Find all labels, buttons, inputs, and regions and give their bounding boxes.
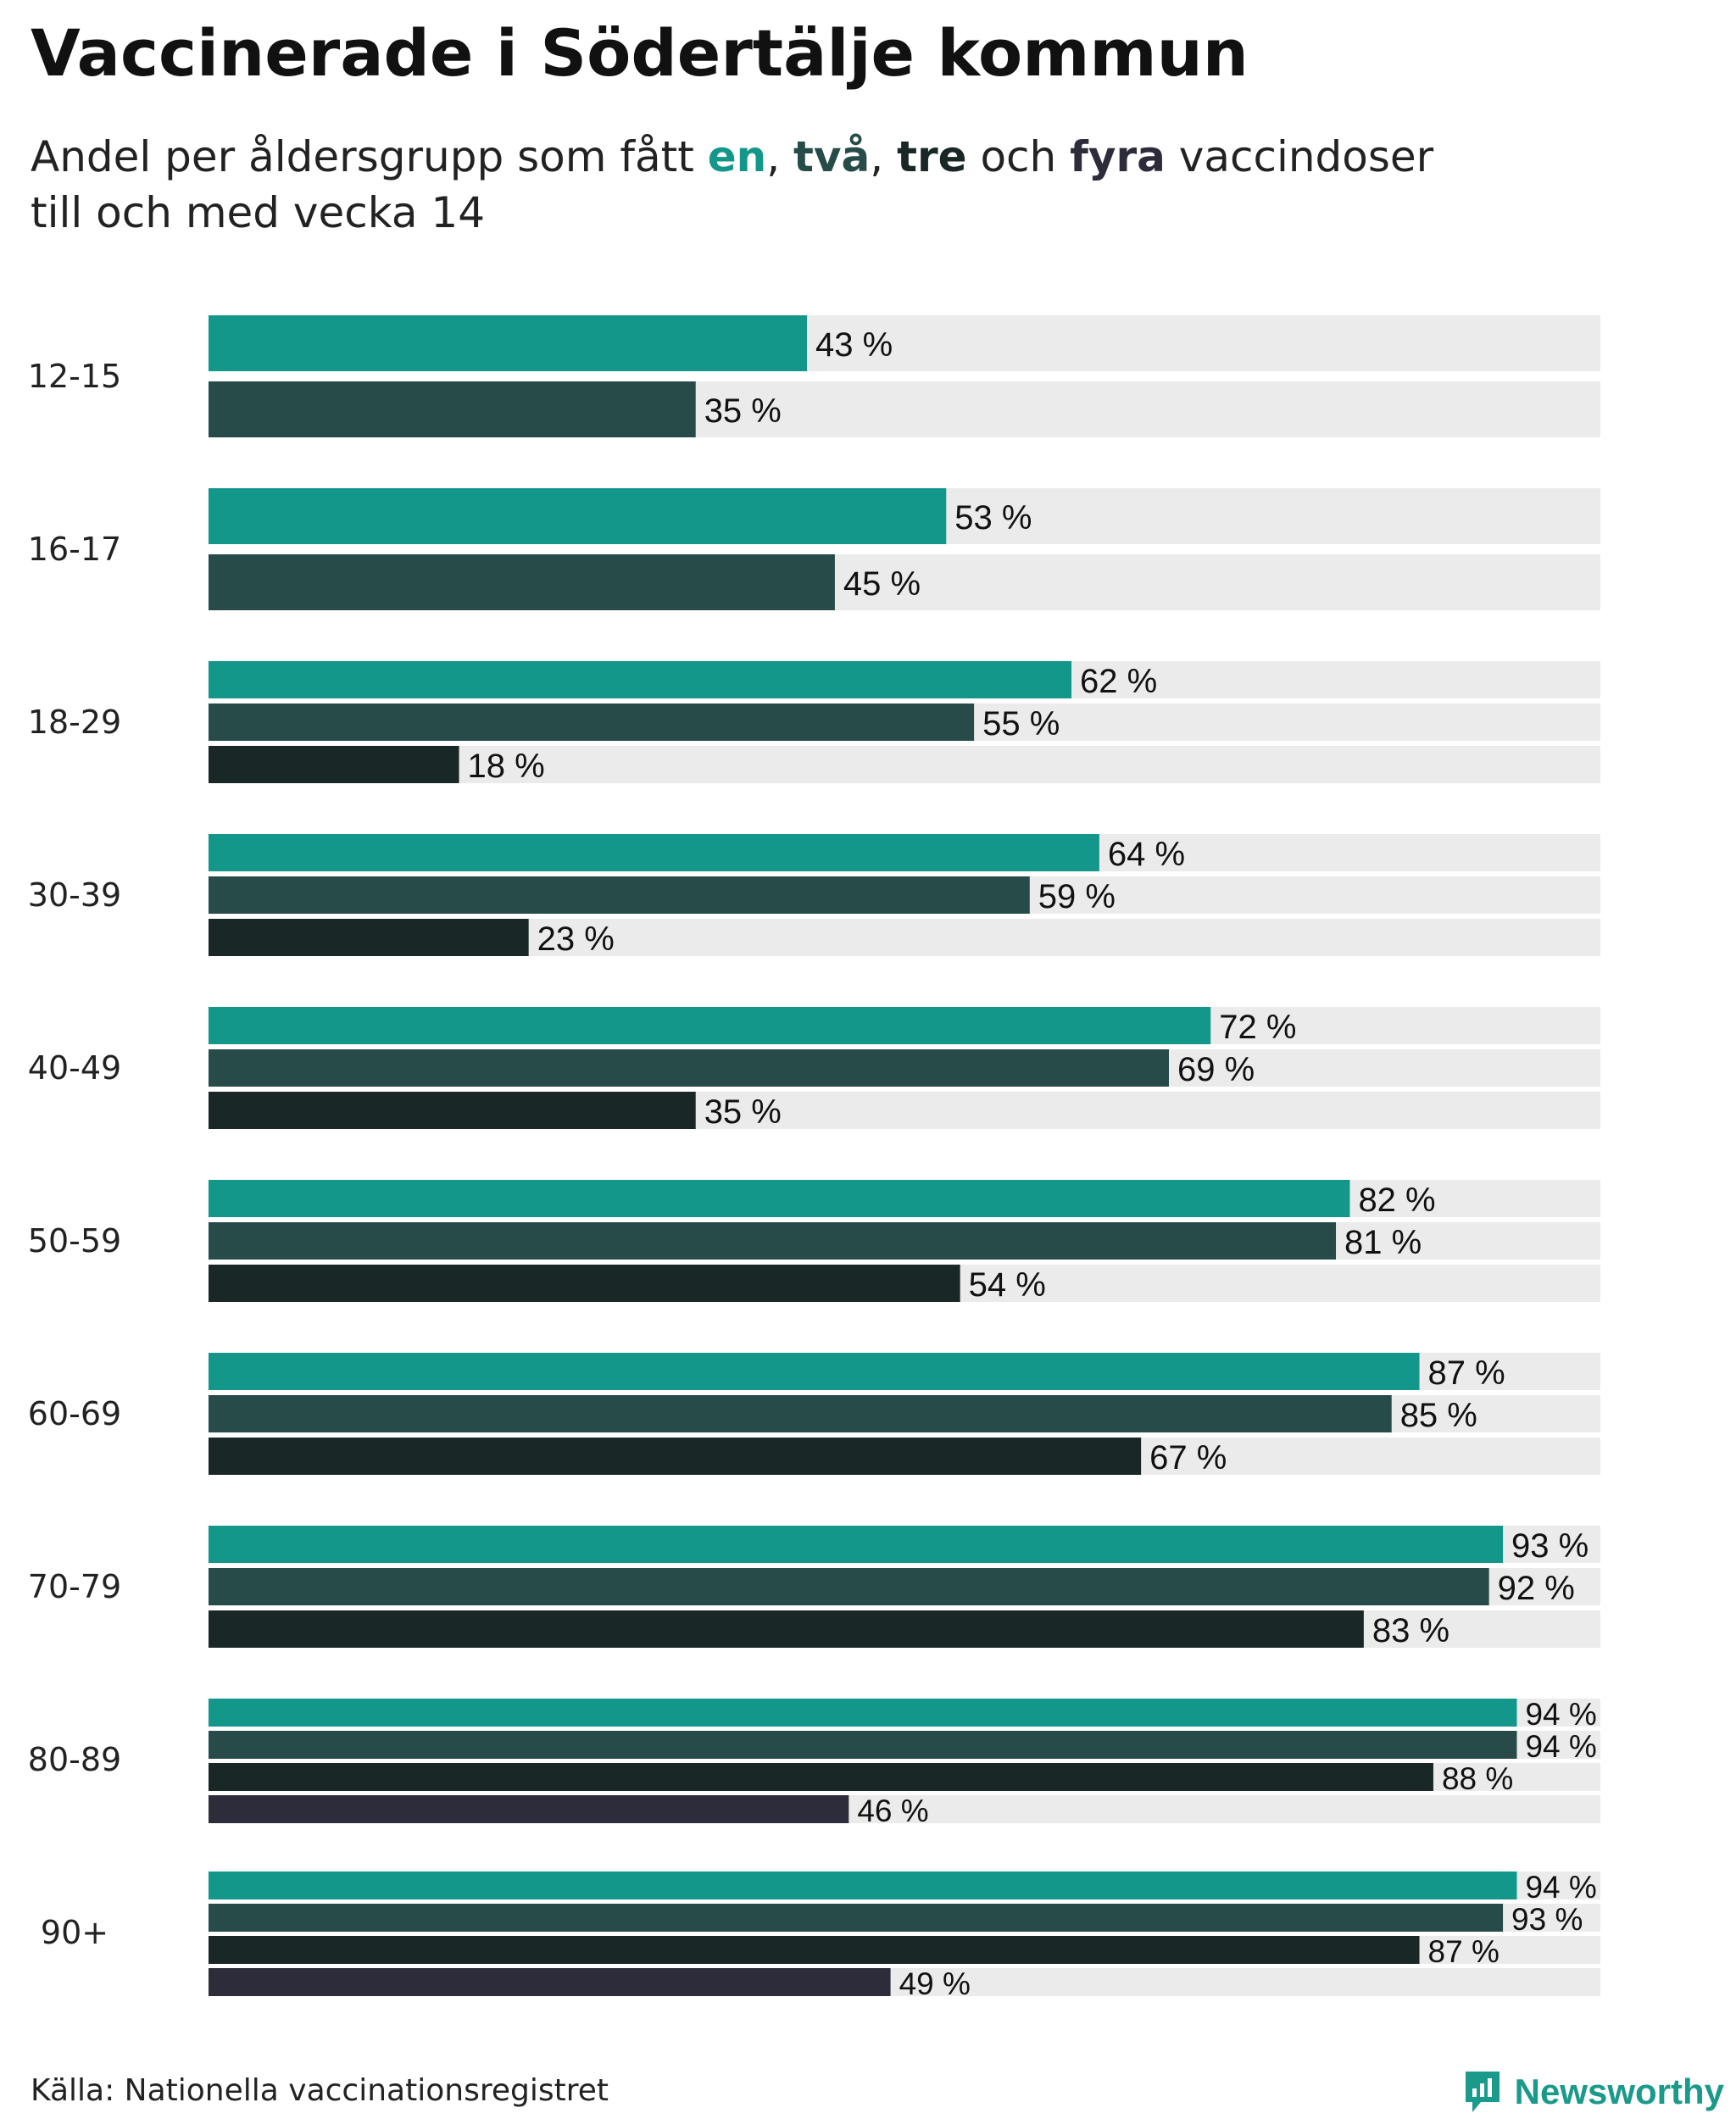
value-label: 67 % <box>1149 1439 1227 1477</box>
category-label: 18-29 <box>28 704 121 741</box>
bar-dose2 <box>209 704 975 741</box>
value-label: 92 % <box>1498 1570 1575 1607</box>
value-label: 87 % <box>1428 1354 1505 1392</box>
subtitle-line-2: till och med vecka 14 <box>31 188 486 237</box>
value-label: 45 % <box>843 565 921 603</box>
value-label: 69 % <box>1177 1051 1255 1088</box>
bar-dose4 <box>209 1795 849 1823</box>
category-label: 60-69 <box>28 1395 121 1432</box>
subtitle-dose-tva: två <box>793 132 871 181</box>
category-label: 12-15 <box>28 358 121 395</box>
bar-dose3 <box>209 1936 1420 1964</box>
bar-dose3 <box>209 1265 960 1302</box>
source-note: Källa: Nationella vaccinationsregistret <box>31 2073 609 2108</box>
bar-dose3 <box>209 746 459 783</box>
value-label: 49 % <box>899 1966 971 2001</box>
value-label: 81 % <box>1344 1224 1422 1261</box>
chart-title: Vaccinerade i Södertälje kommun <box>31 15 1249 91</box>
bar-dose2 <box>209 554 835 610</box>
bar-dose3 <box>209 1438 1142 1475</box>
category-label: 16-17 <box>28 531 121 568</box>
bar-dose2 <box>209 1222 1337 1260</box>
bar-dose4 <box>209 1968 891 1996</box>
value-label: 64 % <box>1108 836 1185 873</box>
bar-dose1 <box>209 1353 1420 1390</box>
value-label: 72 % <box>1219 1009 1296 1046</box>
value-label: 55 % <box>982 705 1060 742</box>
category-label: 70-79 <box>28 1568 121 1605</box>
category-label: 30-39 <box>28 876 121 914</box>
subtitle-dose-en: en <box>707 132 767 181</box>
subtitle-line-1: Andel per åldersgrupp som fått en, två, … <box>31 129 1433 185</box>
bar-dose2 <box>209 1731 1517 1759</box>
value-label: 62 % <box>1080 663 1157 700</box>
value-label: 46 % <box>857 1794 928 1828</box>
subtitle-dose-tre: tre <box>897 132 967 181</box>
value-label: 88 % <box>1442 1761 1513 1796</box>
value-label: 94 % <box>1525 1729 1596 1764</box>
value-label: 82 % <box>1358 1182 1435 1219</box>
bar-dose1 <box>209 488 947 544</box>
subtitle-suffix: vaccindoser <box>1165 132 1434 181</box>
brand-name: Newsworthy <box>1514 2072 1724 2111</box>
bar-dose2 <box>209 1904 1504 1932</box>
value-label: 85 % <box>1400 1397 1477 1434</box>
brand-logo: Newsworthy <box>1462 2068 1724 2116</box>
category-label: 90+ <box>41 1914 108 1951</box>
subtitle-dose-fyra: fyra <box>1070 132 1166 181</box>
value-label: 87 % <box>1428 1934 1500 1969</box>
bar-dose3 <box>209 1610 1364 1648</box>
subtitle-prefix: Andel per åldersgrupp som fått <box>31 132 708 181</box>
value-label: 53 % <box>954 499 1032 537</box>
value-label: 83 % <box>1372 1612 1449 1649</box>
bar-dose1 <box>209 661 1072 698</box>
value-label: 93 % <box>1511 1902 1583 1937</box>
bar-dose3 <box>209 1763 1433 1791</box>
value-label: 94 % <box>1525 1697 1596 1732</box>
subtitle-separator: , <box>870 132 898 181</box>
bar-dose3 <box>209 1092 696 1129</box>
value-label: 43 % <box>815 326 893 364</box>
bar-dose2 <box>209 1568 1489 1605</box>
value-label: 93 % <box>1511 1527 1589 1565</box>
bar-chart: 12-15 43 % 35 % 16-17 53 % 45 % 18-29 62 % 55 % 1… <box>28 315 1600 2001</box>
chart-subtitle: Andel per åldersgrupp som fått en, två, … <box>31 129 1433 241</box>
bar-dose3 <box>209 919 529 956</box>
value-label: 54 % <box>969 1266 1046 1304</box>
value-label: 35 % <box>704 392 782 430</box>
value-label: 18 % <box>468 748 545 785</box>
newsworthy-logo-icon <box>1465 2072 1500 2112</box>
bar-dose1 <box>209 315 808 371</box>
bar-dose2 <box>209 381 696 437</box>
category-label: 50-59 <box>28 1222 121 1260</box>
subtitle-separator: , <box>766 132 794 181</box>
bar-dose2 <box>209 1049 1169 1087</box>
bar-dose2 <box>209 876 1030 914</box>
subtitle-och: och <box>966 132 1071 181</box>
bar-dose1 <box>209 1180 1350 1217</box>
value-label: 94 % <box>1525 1870 1596 1905</box>
bar-dose1 <box>209 834 1099 871</box>
value-label: 35 % <box>704 1093 782 1131</box>
category-label: 80-89 <box>28 1741 121 1778</box>
bar-dose1 <box>209 1526 1504 1563</box>
bar-dose1 <box>209 1699 1517 1727</box>
value-label: 23 % <box>537 920 615 958</box>
bar-dose2 <box>209 1395 1392 1432</box>
value-label: 59 % <box>1038 878 1116 915</box>
category-label: 40-49 <box>28 1049 121 1087</box>
bar-dose1 <box>209 1007 1211 1044</box>
bar-dose1 <box>209 1872 1517 1899</box>
